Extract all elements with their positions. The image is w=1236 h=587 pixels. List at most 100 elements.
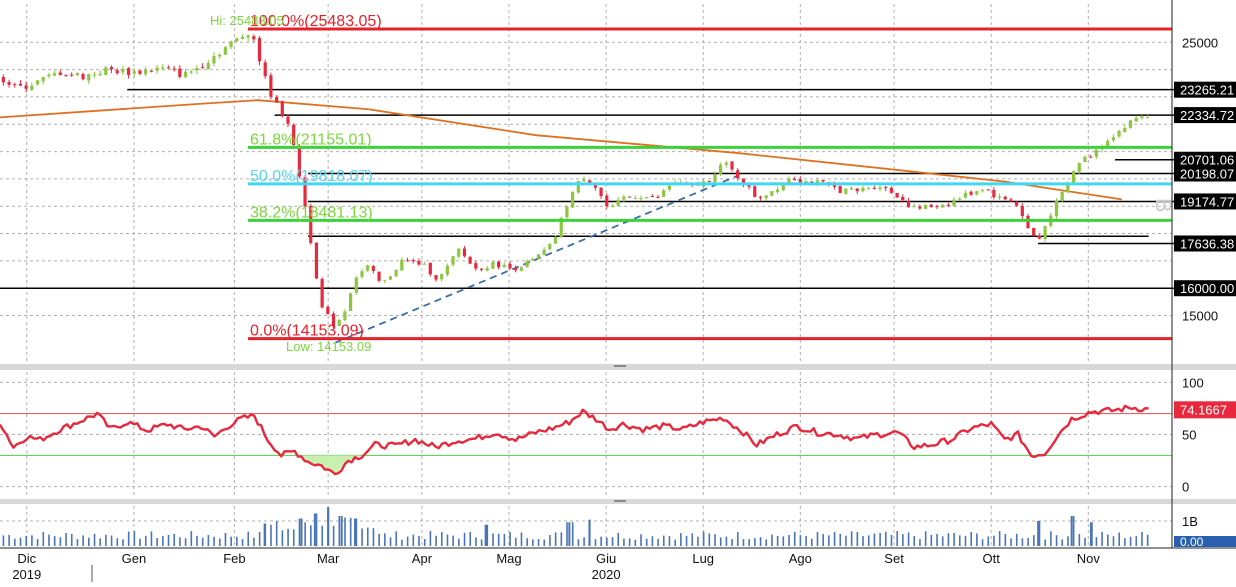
candle-body — [7, 81, 11, 85]
volume-bar — [776, 535, 779, 546]
level-badge — [1174, 107, 1236, 124]
candle-body — [229, 41, 233, 48]
volume-bar — [816, 531, 819, 546]
x-axis-month-label: Dic — [17, 551, 36, 566]
volume-bar — [1078, 533, 1081, 546]
volume-bar — [668, 536, 671, 546]
volume-bar — [258, 532, 261, 546]
volume-bar — [458, 538, 460, 546]
candle-body — [58, 72, 62, 76]
candle-body — [24, 85, 28, 89]
candle-body — [1128, 120, 1133, 128]
candle-body — [849, 188, 854, 190]
candle-body — [1134, 118, 1138, 122]
volume-bar — [292, 529, 295, 546]
candle-body — [240, 36, 245, 39]
volume-bar — [947, 533, 950, 546]
volume-bar — [70, 533, 73, 546]
volume-bar — [122, 539, 124, 546]
candle-body — [747, 185, 751, 187]
fib-level-label: 38.2%(18481.13) — [250, 204, 373, 221]
volume-bar — [645, 538, 648, 546]
candle-body — [798, 179, 802, 183]
volume-bar — [378, 533, 380, 546]
candle-body — [223, 47, 227, 55]
candle-body — [35, 80, 40, 85]
volume-bar — [492, 533, 494, 546]
candle-body — [986, 189, 990, 191]
volume-bar — [150, 531, 153, 546]
candle-body — [548, 244, 552, 250]
candle-body — [844, 188, 848, 194]
volume-bar — [19, 537, 22, 546]
candle-body — [161, 67, 165, 69]
volume-bar — [514, 537, 517, 546]
candle-body — [371, 266, 375, 271]
volume-bar — [549, 535, 551, 546]
volume-bar — [628, 538, 631, 546]
volume-bar — [1070, 516, 1073, 546]
volume-bar — [14, 538, 16, 546]
volume-bar — [606, 537, 608, 546]
hi-label: Hi: 25483.05 — [210, 13, 284, 28]
volume-bar — [1010, 538, 1012, 546]
volume-bar — [554, 532, 557, 546]
x-axis-month-label: Lug — [692, 551, 714, 566]
candle-body — [485, 268, 489, 271]
candle-body — [75, 73, 79, 76]
volume-bar — [406, 536, 409, 546]
volume-bar — [1124, 538, 1126, 546]
volume-bar — [680, 533, 682, 546]
volume-bar — [88, 537, 90, 546]
fib-level-label: 0.0%(14153.09) — [250, 323, 364, 340]
volume-bar — [617, 532, 620, 546]
candle-body — [1020, 205, 1024, 217]
candle-body — [280, 101, 284, 117]
candle-body — [616, 199, 620, 206]
candle-body — [126, 68, 131, 75]
candle-body — [468, 257, 472, 264]
candle-body — [656, 196, 660, 198]
candle-body — [912, 206, 916, 208]
fib-level-label: 61.8%(21155.01) — [250, 131, 372, 148]
volume-bar — [959, 535, 961, 546]
volume-bar — [759, 537, 762, 546]
volume-bar — [742, 539, 745, 546]
candle-body — [64, 74, 68, 76]
candle-body — [132, 71, 136, 74]
volume-bar — [560, 532, 563, 546]
volume-bar — [708, 533, 711, 546]
volume-bar — [594, 539, 597, 546]
volume-bar — [480, 539, 483, 546]
volume-bar — [532, 539, 534, 546]
rsi-axis-tick: 0 — [1182, 480, 1189, 495]
candle-body — [804, 180, 808, 184]
candle-body — [719, 164, 723, 175]
volume-bar — [520, 532, 523, 546]
candle-body — [309, 206, 313, 243]
volume-bar — [36, 539, 39, 546]
volume-bar — [623, 538, 625, 546]
volume-bar — [1055, 535, 1058, 546]
candle-body — [70, 74, 74, 76]
volume-bar — [1004, 533, 1007, 546]
candle-body — [502, 264, 506, 268]
volume-bar — [105, 534, 107, 546]
candle-body — [428, 262, 432, 275]
candle-body — [1009, 199, 1013, 202]
candle-body — [889, 187, 893, 193]
candle-body — [525, 260, 529, 267]
volume-bar — [810, 538, 813, 546]
candle-body — [457, 248, 461, 257]
candle-body — [536, 254, 541, 259]
volume-bar — [230, 536, 232, 546]
x-axis-month-label: Gen — [122, 551, 147, 566]
candle-body — [1071, 171, 1076, 184]
level-badge — [1174, 193, 1236, 210]
volume-bar — [981, 539, 984, 546]
candle-body — [622, 196, 626, 200]
volume-bar — [691, 533, 694, 546]
volume-bar — [2, 535, 5, 546]
volume-bar — [156, 538, 158, 546]
